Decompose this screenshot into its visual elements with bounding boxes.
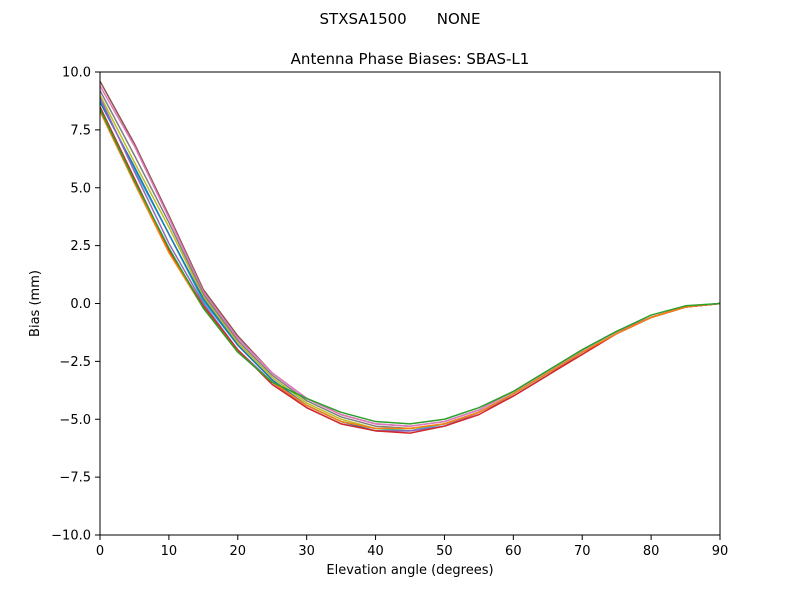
y-tick-label: 0.0 bbox=[70, 297, 91, 312]
series-line-2 bbox=[99, 90, 721, 430]
series-line-6 bbox=[99, 97, 721, 432]
series-line-0 bbox=[99, 80, 721, 427]
x-tick-label: 60 bbox=[505, 544, 522, 559]
series-line-9 bbox=[99, 108, 721, 425]
x-tick-label: 40 bbox=[367, 544, 384, 559]
y-tick-label: 7.5 bbox=[70, 123, 91, 138]
series-layer bbox=[99, 80, 721, 434]
y-axis-ticks: 10.0 7.5 5.0 2.5 0.0 −2.5 −5.0 −7.5 −10.0 bbox=[51, 66, 100, 544]
x-axis-label: Elevation angle (degrees) bbox=[326, 563, 493, 578]
series-line-3 bbox=[99, 94, 721, 430]
plot-frame bbox=[99, 71, 721, 536]
x-tick-label: 70 bbox=[574, 544, 591, 559]
series-line-1 bbox=[99, 85, 721, 427]
x-tick-label: 20 bbox=[230, 544, 247, 559]
suptitle-right: NONE bbox=[437, 10, 481, 28]
y-tick-label: 5.0 bbox=[70, 181, 91, 196]
figure-suptitle: STXSA1500 NONE bbox=[320, 10, 481, 28]
x-axis-ticks: 0 10 20 30 40 50 60 70 80 90 bbox=[96, 535, 728, 559]
chart-title: Antenna Phase Biases: SBAS-L1 bbox=[291, 50, 530, 68]
y-tick-label: 10.0 bbox=[62, 66, 91, 81]
x-tick-label: 50 bbox=[436, 544, 453, 559]
y-tick-label: −7.5 bbox=[59, 471, 91, 486]
y-tick-label: 2.5 bbox=[70, 239, 91, 254]
x-tick-label: 80 bbox=[643, 544, 660, 559]
x-tick-label: 10 bbox=[161, 544, 178, 559]
suptitle-left: STXSA1500 bbox=[320, 10, 407, 28]
y-axis-label: Bias (mm) bbox=[28, 270, 43, 337]
y-tick-label: −2.5 bbox=[59, 355, 91, 370]
x-tick-label: 0 bbox=[96, 544, 104, 559]
series-line-4 bbox=[99, 99, 721, 432]
y-tick-label: −5.0 bbox=[59, 413, 91, 428]
y-tick-label: −10.0 bbox=[51, 529, 91, 544]
x-tick-label: 30 bbox=[298, 544, 315, 559]
x-tick-label: 90 bbox=[712, 544, 729, 559]
